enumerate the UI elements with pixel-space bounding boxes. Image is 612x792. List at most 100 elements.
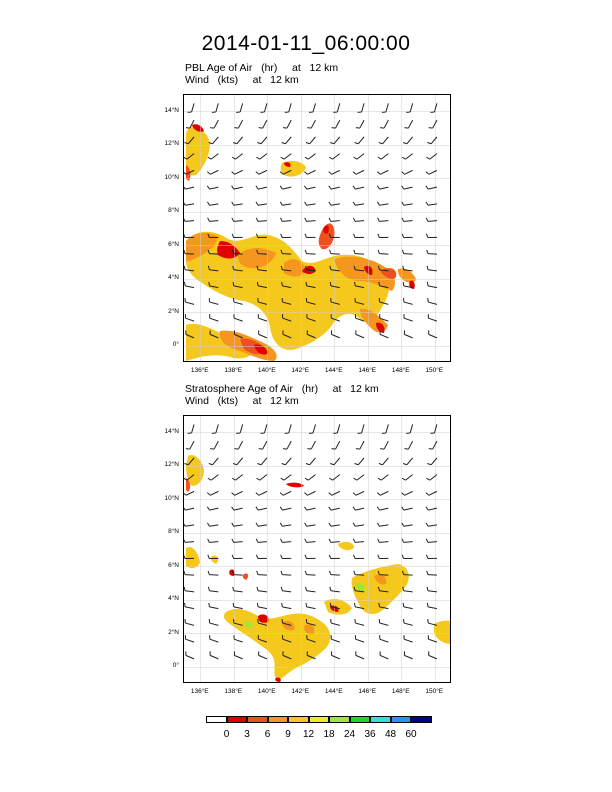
wind-barb-shaft	[210, 153, 219, 160]
wind-barb-feather	[401, 217, 405, 222]
wind-barb-shaft	[427, 590, 437, 593]
wind-barb-shaft	[380, 474, 389, 481]
legend-swatch	[206, 716, 227, 723]
wind-barb-feather	[231, 201, 235, 206]
wind-barb-shaft	[258, 638, 268, 643]
wind-barb-shaft	[404, 654, 413, 660]
wind-barb-shaft	[355, 490, 365, 496]
map-gridlines	[184, 416, 450, 682]
wind-barb-shaft	[259, 153, 268, 160]
legend-label: 6	[264, 729, 271, 740]
wind-barb-feather	[425, 554, 429, 559]
wind-barb-shaft	[239, 103, 244, 113]
wind-barb-feather	[206, 185, 210, 190]
wind-barb-shaft	[233, 203, 243, 206]
wind-barb-shaft	[379, 524, 389, 527]
wind-barb-shaft	[185, 169, 195, 175]
wind-barb-shaft	[234, 333, 243, 339]
wind-barb-feather	[354, 142, 359, 145]
wind-barb-feather	[426, 156, 431, 160]
wind-barb-feather	[329, 265, 332, 270]
wind-barb-feather	[376, 185, 380, 190]
legend-label: 60	[405, 729, 417, 740]
wind-barb-feather	[184, 249, 186, 254]
wind-barb-feather	[352, 492, 357, 496]
wind-barb-shaft	[306, 541, 316, 543]
wind-barb-shaft	[234, 490, 243, 496]
wind-barb-shaft	[262, 119, 268, 129]
wind-barb-shaft	[233, 220, 243, 222]
wind-barb-shaft	[355, 654, 365, 660]
wind-barb-shaft	[209, 203, 219, 206]
wind-barb-feather	[401, 185, 405, 190]
wind-barb-feather	[304, 554, 307, 559]
wind-barb-feather	[231, 217, 235, 222]
wind-barb-feather	[280, 554, 283, 559]
wind-barb-feather	[280, 586, 283, 591]
wind-barb-shaft	[187, 457, 195, 466]
wind-barb-feather	[329, 570, 332, 575]
wind-barb-shaft	[209, 333, 219, 339]
y-tick: 2°N	[168, 628, 179, 636]
wind-barb-shaft	[428, 490, 438, 496]
wind-barb-feather	[401, 522, 405, 527]
wind-barb-feather	[305, 142, 310, 145]
wind-barb-feather	[352, 201, 356, 206]
wind-barb-shaft	[427, 524, 438, 527]
wind-barb-feather	[328, 554, 332, 559]
wind-barb-shaft	[257, 524, 267, 527]
x-tick: 150°E	[425, 367, 444, 374]
wind-barb-shaft	[428, 169, 438, 175]
wind-barb-feather	[280, 265, 283, 270]
wind-barb-feather	[330, 463, 335, 466]
wind-barb-feather	[281, 463, 286, 466]
wind-barb-shaft	[331, 333, 340, 339]
wind-barb-shaft	[257, 541, 267, 543]
wind-barb-feather	[208, 463, 213, 466]
wind-barb-feather	[232, 265, 235, 270]
wind-barb-shaft	[258, 186, 268, 190]
wind-barb-feather	[255, 492, 260, 496]
wind-barb-shaft	[233, 301, 243, 305]
wind-barb-feather	[257, 463, 262, 466]
wind-barb-feather	[279, 506, 283, 511]
wind-barb-feather	[328, 156, 333, 160]
wind-barb-feather	[305, 602, 308, 607]
wind-barb-shaft	[330, 507, 340, 511]
wind-barb-shaft	[282, 220, 292, 222]
wind-barb-shaft	[357, 136, 365, 145]
wind-barb-feather	[377, 570, 380, 575]
wind-barb-shaft	[185, 301, 195, 305]
wind-barb-feather	[305, 265, 308, 270]
wind-barb-shaft	[282, 638, 292, 643]
wind-barb-shaft	[379, 186, 389, 190]
wind-barb-feather	[353, 156, 358, 160]
wind-barb-shaft	[262, 440, 268, 450]
wind-barb-shaft	[428, 317, 438, 322]
wind-barb-feather	[401, 156, 406, 160]
wind-barb-shaft	[355, 169, 365, 175]
wind-barb-shaft	[233, 186, 243, 190]
wind-barb-feather	[280, 538, 283, 543]
wind-barb-feather	[304, 185, 308, 190]
wind-barb-shaft	[189, 119, 195, 129]
wind-barb-shaft	[405, 153, 413, 160]
wind-barb-shaft	[209, 285, 219, 289]
wind-barb-feather	[426, 602, 429, 607]
wind-barb-shaft	[380, 169, 389, 175]
wind-barb-feather	[328, 506, 332, 511]
wind-barb-shaft	[209, 638, 219, 643]
wind-barb-shaft	[263, 424, 268, 434]
wind-barb-shaft	[356, 474, 365, 481]
wind-barb-shaft	[185, 524, 195, 527]
wind-barb-feather	[376, 492, 381, 496]
wind-barb-feather	[184, 202, 186, 206]
wind-barb-feather	[425, 217, 429, 222]
wind-barb-feather	[402, 265, 405, 270]
wind-barb-shaft	[306, 590, 316, 593]
wind-barb-feather	[184, 477, 188, 481]
wind-barb-feather	[304, 249, 307, 254]
wind-barb-shaft	[430, 457, 438, 466]
wind-barb-feather	[425, 506, 429, 511]
x-tick: 142°E	[291, 367, 310, 374]
